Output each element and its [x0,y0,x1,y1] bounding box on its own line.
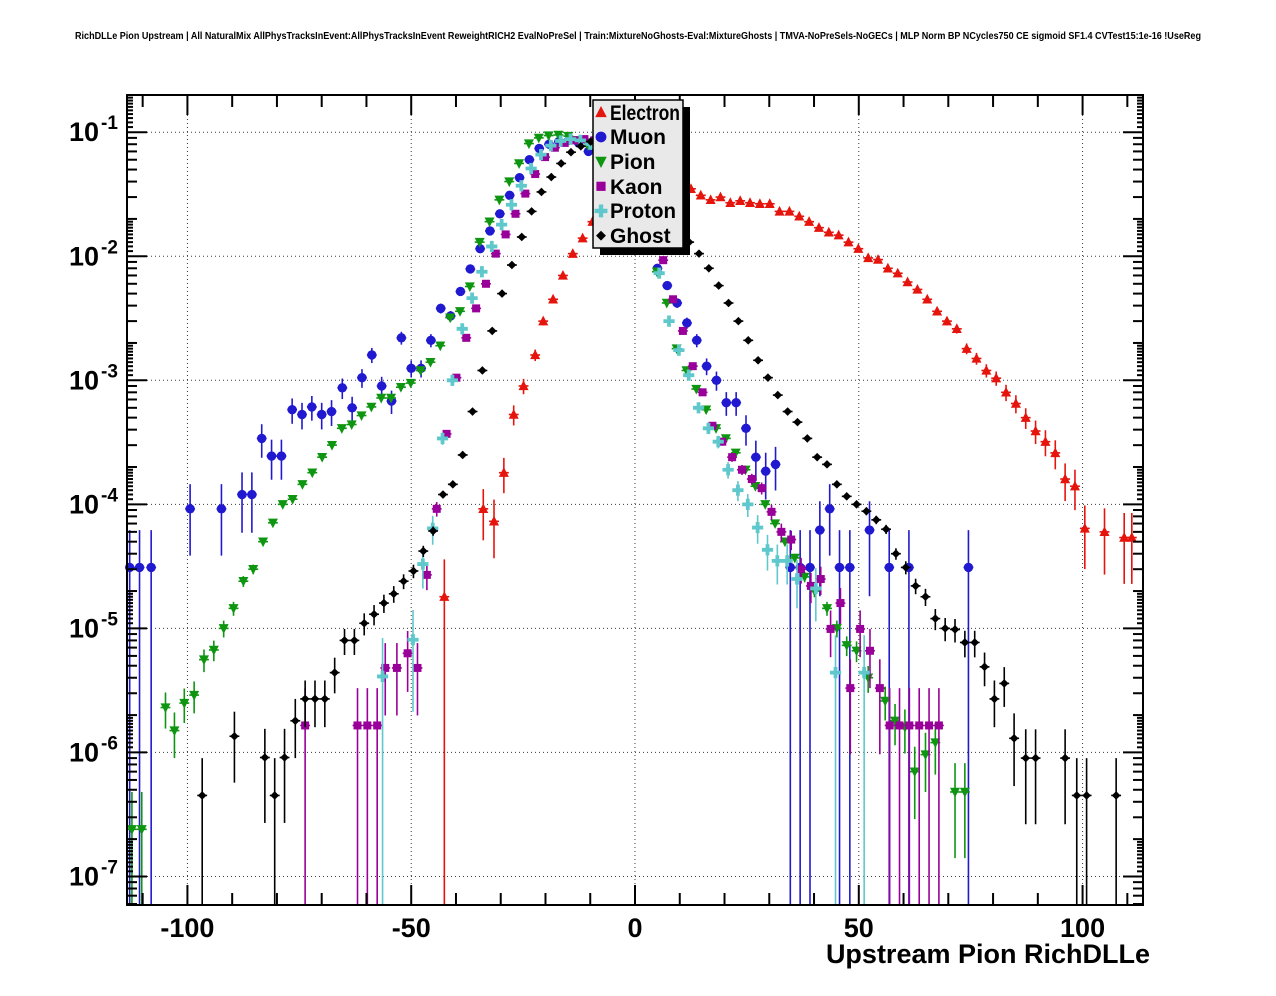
y-tick-exponent: -7 [101,857,118,878]
legend-label-electron: Electron [610,102,680,125]
axis-ticks [127,95,1143,905]
y-tick-label: 10 [69,489,99,519]
data-series [124,130,1137,905]
series-electron [439,169,1137,905]
y-tick-exponent: -6 [101,733,118,754]
x-tick-label: -100 [160,913,214,943]
y-tick-exponent: -5 [101,609,118,630]
ghost-marker-icon [596,230,606,241]
legend: Electron Muon Pion Kaon Proton Ghost [592,99,690,255]
legend-label-muon: Muon [610,126,666,149]
proton-marker-icon [594,204,608,218]
x-axis-title: Upstream Pion RichDLLe [826,939,1150,969]
legend-label-kaon: Kaon [610,176,663,199]
y-tick-exponent: -4 [101,485,118,506]
muon-marker-icon [595,131,607,143]
y-tick-label: 10 [69,861,99,891]
legend-label-ghost: Ghost [610,225,671,248]
y-tick-label: 10 [69,117,99,147]
y-tick-exponent: -2 [101,237,118,258]
y-tick-label: 10 [69,613,99,643]
plot-title: RichDLLe Pion Upstream | All NaturalMix … [75,30,1201,42]
kaon-marker-icon [596,181,606,191]
pion-marker-icon [595,156,607,168]
y-tick-exponent: -3 [101,361,118,382]
x-tick-label: 50 [844,913,874,943]
legend-marker-icons [594,105,608,241]
series-kaon [300,135,944,905]
legend-label-proton: Proton [610,200,676,223]
electron-marker-icon [595,105,607,118]
x-tick-label: 100 [1060,913,1105,943]
legend-label-pion: Pion [610,151,656,174]
y-tick-label: 10 [69,737,99,767]
x-tick-label: 0 [627,913,642,943]
y-tick-label: 10 [69,365,99,395]
y-tick-label: 10 [69,241,99,271]
legend-box [592,99,684,249]
x-tick-label: -50 [392,913,431,943]
series-pion [126,130,970,905]
plot-frame [126,94,1144,906]
y-tick-exponent: -1 [101,113,118,134]
